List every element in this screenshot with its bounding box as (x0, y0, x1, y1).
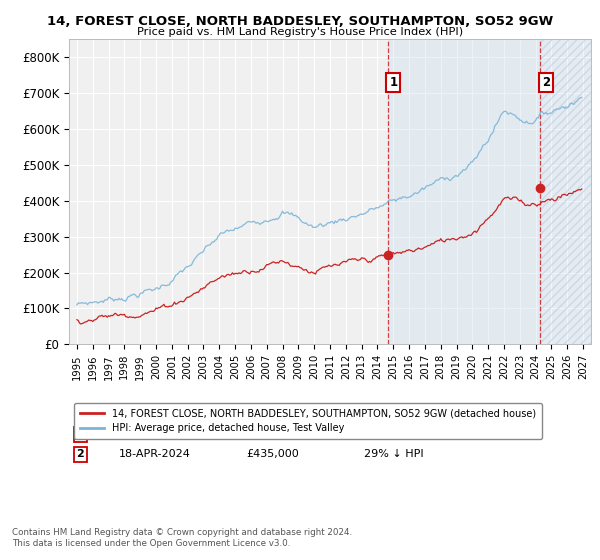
Text: 2: 2 (77, 449, 85, 459)
Text: £250,000: £250,000 (247, 430, 299, 440)
Bar (540, 39, 591, 344)
Text: Contains HM Land Registry data © Crown copyright and database right 2024.
This d: Contains HM Land Registry data © Crown c… (12, 528, 352, 548)
Text: £435,000: £435,000 (247, 449, 299, 459)
Text: 2: 2 (542, 76, 550, 89)
Text: 1: 1 (389, 76, 397, 89)
Text: 27-AUG-2014: 27-AUG-2014 (119, 430, 193, 440)
Text: 1: 1 (77, 430, 85, 440)
Text: 18-APR-2024: 18-APR-2024 (119, 449, 190, 459)
Legend: 14, FOREST CLOSE, NORTH BADDESLEY, SOUTHAMPTON, SO52 9GW (detached house), HPI: : 14, FOREST CLOSE, NORTH BADDESLEY, SOUTH… (74, 403, 542, 439)
Bar (540, 39, 591, 344)
Text: 38% ↓ HPI: 38% ↓ HPI (364, 430, 424, 440)
Text: Price paid vs. HM Land Registry's House Price Index (HPI): Price paid vs. HM Land Registry's House … (137, 27, 463, 37)
Text: 29% ↓ HPI: 29% ↓ HPI (364, 449, 424, 459)
Text: 14, FOREST CLOSE, NORTH BADDESLEY, SOUTHAMPTON, SO52 9GW: 14, FOREST CLOSE, NORTH BADDESLEY, SOUTH… (47, 15, 553, 27)
Bar (388, 39, 540, 344)
